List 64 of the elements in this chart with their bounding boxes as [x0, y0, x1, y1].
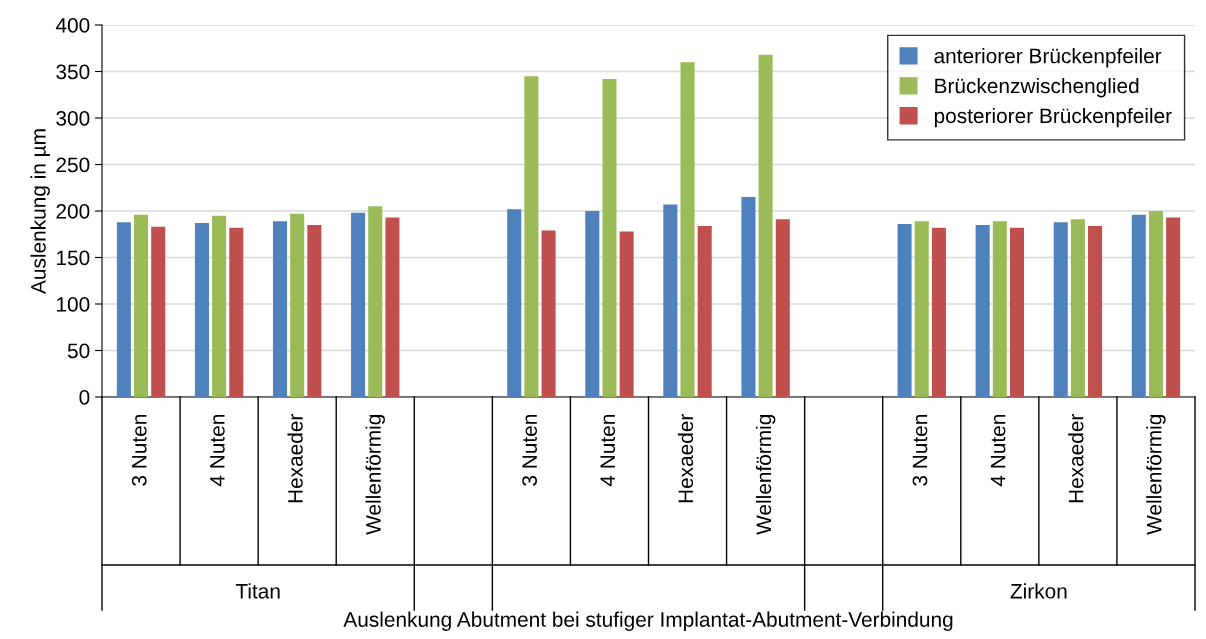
- bar: [619, 231, 634, 397]
- bar: [775, 219, 790, 397]
- x-tick-label: Hexaeder: [287, 414, 303, 503]
- bar: [151, 226, 166, 397]
- bar: [368, 206, 383, 397]
- y-tick-label: 400: [55, 18, 90, 33]
- y-tick-label: 0: [79, 390, 90, 405]
- bar: [272, 221, 288, 397]
- y-tick-label: 350: [56, 64, 90, 80]
- y-axis-title: Auslenkung in µm: [30, 129, 50, 294]
- bar: [741, 197, 756, 397]
- bar: [758, 54, 773, 397]
- x-tick-label: Wellenförmig: [1146, 415, 1166, 535]
- bar: [116, 222, 131, 397]
- x-tick-label: 4 Nuten: [210, 415, 225, 487]
- x-tick-label: 3 Nuten: [912, 415, 928, 486]
- legend-label: anteriorer Brückenpfeiler: [934, 48, 1162, 68]
- bar: [1070, 219, 1085, 397]
- bar: [1053, 222, 1068, 397]
- bar: [663, 204, 678, 397]
- x-tick-label: Wellenförmig: [755, 415, 776, 535]
- bar: [351, 212, 366, 397]
- x-tick-label: Hexaeder: [677, 414, 694, 503]
- legend-label: Brückenzwischenglied: [935, 77, 1139, 98]
- y-tick-label: 50: [67, 343, 90, 359]
- x-tick-label: 3 Nuten: [131, 415, 147, 486]
- bar: [1009, 227, 1025, 397]
- bar: [992, 221, 1007, 397]
- text: Zirkon: [1010, 583, 1067, 599]
- y-tick-label: 250: [56, 157, 90, 173]
- bar: [541, 230, 556, 397]
- y-tick-label: 300: [56, 111, 90, 126]
- bar: [134, 214, 149, 397]
- bar: [385, 217, 400, 397]
- bar: [194, 223, 209, 397]
- bar: [507, 209, 522, 397]
- bar: [307, 224, 322, 397]
- bar: [914, 221, 929, 397]
- bar: [680, 62, 695, 397]
- x-tick-label: 4 Nuten: [990, 415, 1006, 487]
- bar: [1148, 211, 1163, 397]
- bar: [975, 224, 990, 397]
- bar: [931, 227, 946, 397]
- bar: [585, 211, 600, 397]
- y-tick-label: 150: [57, 250, 90, 266]
- bar: [229, 227, 244, 397]
- bar: [897, 224, 912, 397]
- bar: [697, 225, 712, 397]
- x-axis-title: Auslenkung Abutment bei stufiger Implantat-Abutment-Verbindung: [343, 611, 953, 631]
- bar: [1166, 217, 1181, 397]
- bar: [1088, 225, 1103, 397]
- bar: [290, 213, 305, 397]
- x-tick-label: 4 Nuten: [600, 415, 616, 487]
- text: Titan: [235, 583, 280, 599]
- bar: [212, 215, 227, 397]
- bar: [602, 78, 617, 397]
- bar: [1131, 214, 1146, 397]
- x-tick-label: Hexaeder: [1068, 414, 1084, 503]
- y-tick-label: 200: [56, 204, 90, 219]
- x-tick-label: 3 Nuten: [522, 415, 537, 486]
- y-tick-label: 100: [57, 297, 90, 312]
- legend-label: posteriorer Brückenpfeiler: [934, 107, 1172, 128]
- x-tick-label: Wellenförmig: [365, 415, 385, 535]
- bar: [524, 76, 539, 397]
